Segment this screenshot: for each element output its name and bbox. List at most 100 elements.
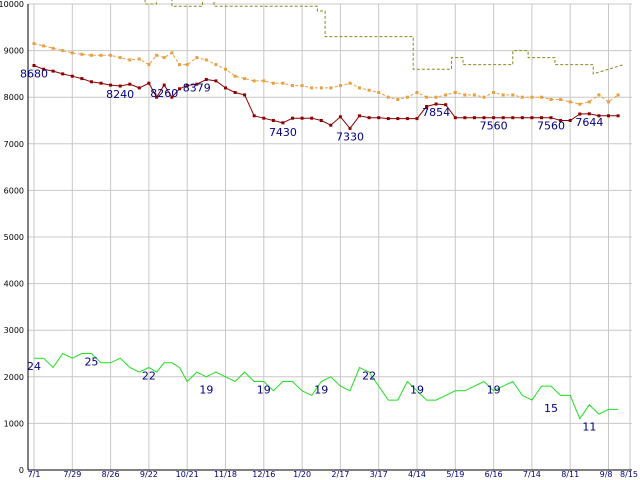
x-tick-label: 8/11 [561,470,579,479]
point-upper [559,98,563,101]
series-line-step [144,0,624,75]
x-tick-label: 8/15 [620,470,638,479]
point-upper [511,93,515,97]
point-price [195,82,199,86]
point-upper [482,95,486,99]
point-price [540,116,543,120]
point-price [252,114,256,118]
point-price [329,123,333,127]
x-tick-label: 9/22 [140,470,158,479]
point-price [224,86,227,90]
point-upper [367,88,371,92]
point-upper [587,100,591,104]
point-upper [128,58,132,62]
series-step [144,0,624,75]
point-upper [147,63,151,67]
x-tick-label: 1/20 [293,470,311,479]
y-tick-label: 6000 [4,186,24,195]
data-label-v_19b: 19 [257,383,271,396]
x-tick-label: 4/14 [408,470,426,479]
y-tick-label: 1000 [4,419,24,428]
x-tick-label: 12/16 [252,470,275,479]
point-upper [233,74,237,78]
point-price [61,72,65,76]
point-price [377,116,381,120]
point-upper [463,93,467,97]
x-tick-label: 7/1 [28,470,41,479]
point-upper [453,91,457,94]
point-price [271,119,275,122]
series-volume [34,352,619,420]
data-label-v_19d: 19 [410,383,424,396]
data-label-p_7854: 7854 [422,106,450,119]
series-line-volume [34,352,619,420]
point-price [291,116,294,120]
point-upper [204,58,208,62]
point-upper [42,44,46,48]
point-upper [540,95,543,99]
point-upper [170,51,174,55]
point-price [607,114,610,118]
point-upper [51,46,55,50]
point-upper [530,95,534,99]
point-price [233,91,237,94]
point-upper [185,63,189,67]
point-upper [155,53,159,57]
point-upper [607,100,610,104]
point-price [453,116,457,120]
point-upper [472,93,476,97]
point-price [348,126,352,130]
point-price [118,84,122,88]
point-upper [444,93,448,97]
point-price [262,116,266,120]
point-upper [291,84,294,88]
point-price [147,81,151,85]
point-price [162,83,166,87]
x-tick-label: 7/29 [63,470,81,479]
point-price [463,116,467,120]
y-tick-label: 2000 [4,373,24,382]
point-upper [137,57,141,61]
point-price [568,119,572,122]
point-upper [501,93,505,97]
point-upper [616,93,620,97]
y-tick-label: 8000 [4,93,24,102]
point-price [155,95,159,99]
point-upper [568,100,572,104]
point-price [70,74,74,78]
y-axis-ticks: 0 1000 2000 3000 4000 5000 6000 7000 8000 9000 100… [0,0,24,475]
point-upper [358,86,361,90]
point-upper [386,95,390,99]
chart-series [32,0,624,420]
point-upper [271,81,275,85]
point-price [281,121,285,125]
point-price [80,77,84,81]
data-label-p_8240: 8240 [106,88,134,101]
point-upper [195,56,199,60]
point-upper [281,81,285,85]
point-price [549,116,553,120]
point-upper [319,86,323,90]
point-price [492,116,496,120]
data-label-p_7430: 7430 [269,126,297,139]
point-upper [178,63,181,67]
x-tick-label: 5/19 [446,470,464,479]
point-price [214,79,218,83]
point-price [137,86,141,90]
point-upper [243,77,247,81]
x-axis-ticks: 7/1 7/29 8/26 9/22 10/21 11/18 12/16 1/20 2/17 3/… [28,470,638,479]
point-upper [300,84,304,88]
point-upper [329,86,333,90]
point-upper [578,102,582,106]
point-upper [70,51,74,55]
point-upper [405,95,409,99]
data-label-p_7644: 7644 [575,116,603,129]
point-price [501,116,505,120]
point-price [530,116,534,120]
point-price [386,117,390,121]
point-upper [348,81,352,85]
data-label-v_22b: 22 [362,369,376,382]
y-tick-label: 0 [19,466,24,475]
point-upper [262,79,266,83]
